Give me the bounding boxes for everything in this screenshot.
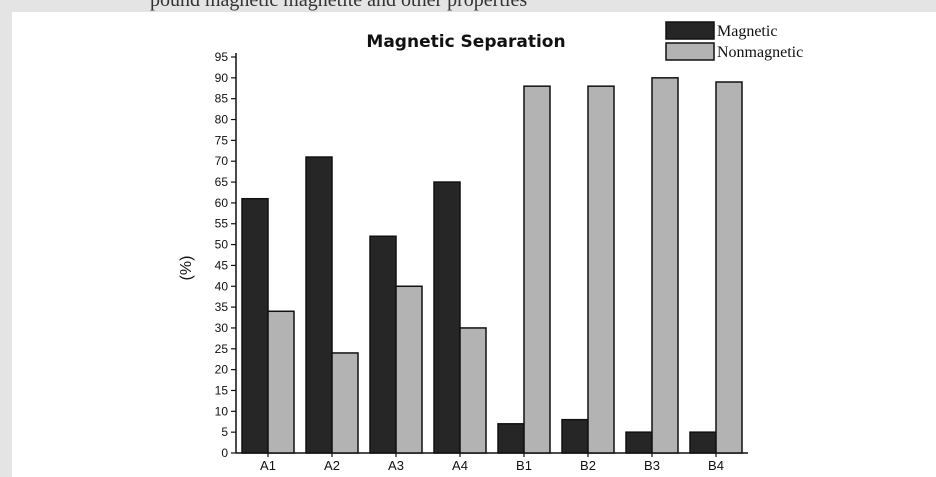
- y-axis-label: (%): [178, 256, 195, 281]
- bar-magnetic-b1: [497, 423, 525, 454]
- bar-magnetic-a2: [305, 156, 333, 454]
- y-tick-label: 90: [215, 71, 229, 85]
- chart-title: Magnetic Separation: [366, 32, 565, 52]
- x-axis: A1 A2 A3 A4 B1 B2 B3 B4: [236, 452, 748, 473]
- bar-magnetic-a4: [433, 181, 461, 454]
- x-tick-label: B3: [644, 458, 660, 473]
- bar-magnetic-b4: [689, 431, 717, 454]
- y-tick-label: 25: [215, 342, 229, 356]
- x-tick-label: A1: [260, 458, 276, 473]
- bar-nonmagnetic-b1: [523, 85, 551, 454]
- bar-nonmagnetic-a1: [267, 310, 295, 454]
- bar-nonmagnetic-b2: [587, 85, 615, 454]
- bar-magnetic-b2: [561, 418, 589, 454]
- y-tick-label: 95: [215, 50, 229, 64]
- y-tick-label: 55: [215, 217, 229, 231]
- y-tick-label: 80: [215, 113, 229, 127]
- bar-nonmagnetic-a2: [331, 352, 359, 454]
- legend-swatch-magnetic: [665, 21, 715, 40]
- x-tick-label: B4: [708, 458, 724, 473]
- legend-label-nonmagnetic: Nonmagnetic: [717, 44, 803, 61]
- y-tick-label: 75: [215, 133, 229, 147]
- y-tick-label: 30: [215, 321, 229, 335]
- y-tick-label: 50: [215, 238, 229, 252]
- y-tick-label: 65: [215, 175, 229, 189]
- bar-nonmagnetic-b3: [651, 77, 679, 454]
- y-tick-label: 45: [215, 258, 229, 272]
- y-tick-label: 5: [221, 425, 228, 439]
- bar-magnetic-b3: [625, 431, 653, 454]
- legend-swatch-nonmagnetic: [665, 42, 715, 61]
- y-tick-label: 70: [215, 154, 229, 168]
- top-frame-band: [0, 0, 936, 12]
- bar-magnetic-a1: [241, 197, 269, 454]
- legend-label-magnetic: Magnetic: [717, 23, 777, 40]
- bars-group: [241, 77, 743, 454]
- bar-nonmagnetic-b4: [715, 81, 743, 454]
- y-tick-label: 20: [215, 363, 229, 377]
- y-tick-label: 0: [221, 446, 228, 460]
- y-tick-label: 15: [215, 383, 229, 397]
- y-tick-label: 35: [215, 300, 229, 314]
- y-tick-label: 10: [215, 404, 229, 418]
- x-tick-label: B2: [580, 458, 596, 473]
- x-tick-label: A4: [452, 458, 468, 473]
- left-frame-band: [0, 12, 12, 477]
- y-tick-label: 85: [215, 92, 229, 106]
- header-text-fragment: pound magnetic magnetite and other prope…: [150, 0, 528, 11]
- y-axis: 0 5 10 15 20 25 30 35 40 45 50 55 60 65 70 75 80 85 90 95: [215, 50, 237, 460]
- y-tick-label: 40: [215, 279, 229, 293]
- bar-nonmagnetic-a4: [459, 327, 487, 454]
- x-tick-label: A2: [324, 458, 340, 473]
- x-tick-label: A3: [388, 458, 404, 473]
- x-tick-label: B1: [516, 458, 532, 473]
- bar-magnetic-a3: [369, 235, 397, 454]
- bar-nonmagnetic-a3: [395, 285, 423, 454]
- y-tick-label: 60: [215, 196, 229, 210]
- legend: Magnetic Nonmagnetic: [662, 16, 840, 71]
